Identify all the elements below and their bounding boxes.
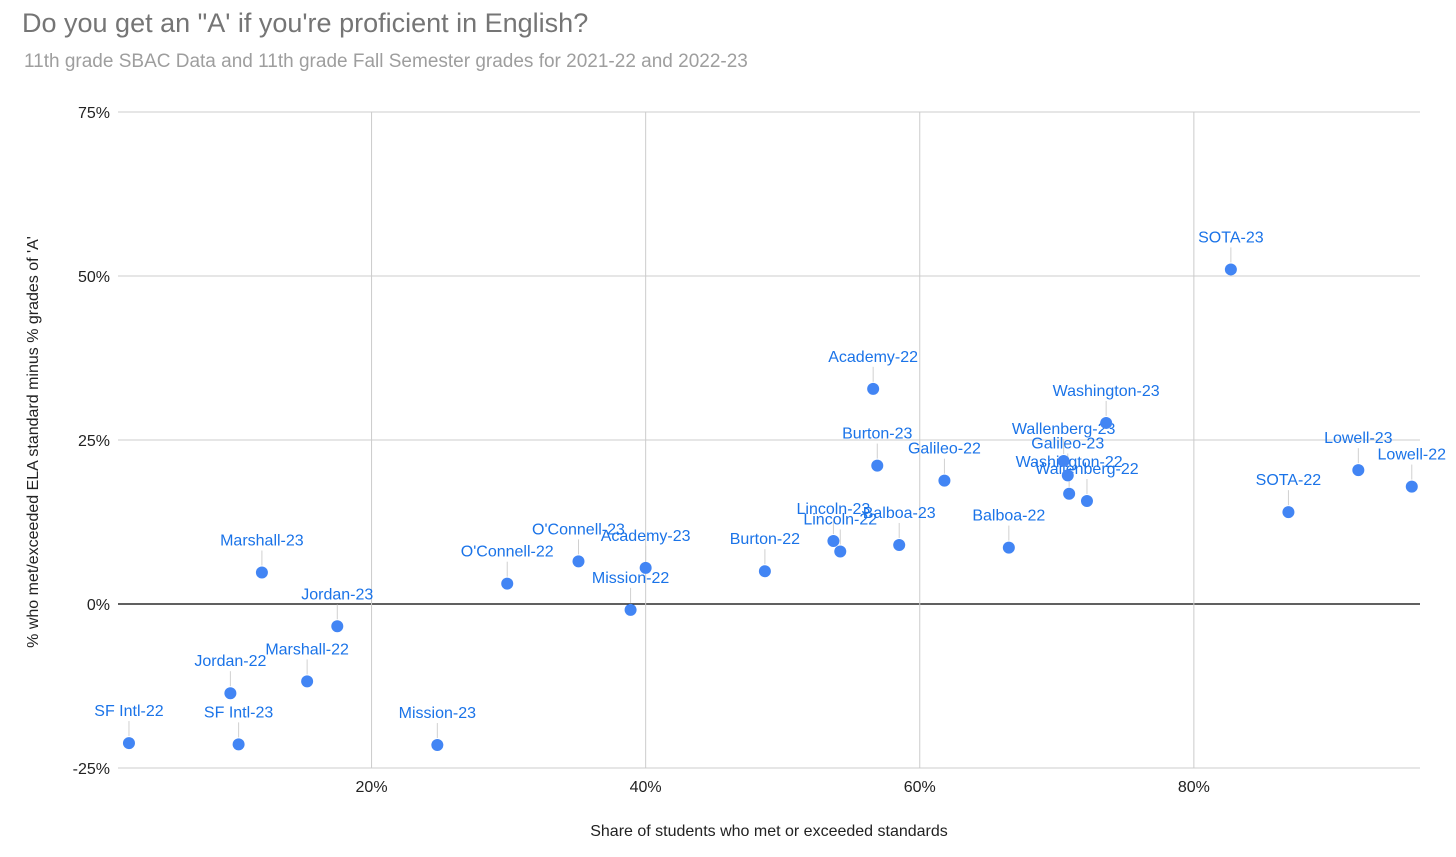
data-point bbox=[758, 565, 771, 578]
data-point bbox=[867, 382, 880, 395]
point-label: Burton-22 bbox=[730, 531, 800, 548]
data-point bbox=[1063, 487, 1076, 500]
point-label: Galileo-23 bbox=[1031, 435, 1104, 452]
gridlines bbox=[118, 111, 1420, 769]
point-label: Balboa-23 bbox=[863, 505, 936, 522]
point-label: Lincoln-22 bbox=[803, 512, 877, 529]
data-point bbox=[1061, 469, 1074, 482]
point-label: Academy-22 bbox=[828, 349, 918, 366]
chart-title: Do you get an "A' if you're proficient i… bbox=[22, 8, 589, 38]
data-point bbox=[938, 474, 951, 487]
point-label: Wallenberg-22 bbox=[1035, 461, 1139, 478]
y-tick-label: 0% bbox=[87, 597, 110, 614]
y-tick-label: 75% bbox=[78, 105, 110, 122]
data-point bbox=[639, 561, 652, 574]
point-label: SOTA-22 bbox=[1256, 472, 1322, 489]
data-point bbox=[331, 620, 344, 633]
axes: -25% 0% 25% 50% 75% 20% 40% 60% 80% bbox=[73, 105, 1210, 796]
point-label: Marshall-23 bbox=[220, 533, 304, 550]
point-label: Jordan-22 bbox=[194, 653, 266, 670]
point-label: Lincoln-23 bbox=[797, 501, 871, 518]
y-tick-label: -25% bbox=[73, 761, 110, 778]
point-label: O'Connell-23 bbox=[532, 521, 625, 538]
point-label: SF Intl-22 bbox=[94, 703, 163, 720]
data-point bbox=[1002, 541, 1015, 554]
data-point bbox=[624, 603, 637, 616]
data-point bbox=[1057, 454, 1070, 467]
point-label: Wallenberg-23 bbox=[1012, 421, 1116, 438]
point-label: SOTA-23 bbox=[1198, 229, 1264, 246]
data-points bbox=[122, 263, 1418, 752]
point-label: Jordan-23 bbox=[301, 586, 373, 603]
data-point bbox=[1282, 506, 1295, 519]
point-label: Burton-23 bbox=[842, 426, 912, 443]
y-tick-label: 25% bbox=[78, 433, 110, 450]
data-point bbox=[232, 738, 245, 751]
point-label: Balboa-22 bbox=[972, 508, 1045, 525]
point-label: Academy-23 bbox=[601, 528, 691, 545]
x-tick-label: 80% bbox=[1178, 779, 1210, 796]
data-point bbox=[834, 545, 847, 558]
data-point bbox=[431, 739, 444, 752]
x-tick-label: 40% bbox=[630, 779, 662, 796]
y-tick-label: 50% bbox=[78, 269, 110, 286]
point-label: Lowell-22 bbox=[1378, 447, 1447, 464]
chart-subtitle: 11th grade SBAC Data and 11th grade Fall… bbox=[24, 51, 748, 72]
point-label: Lowell-23 bbox=[1324, 430, 1393, 447]
data-point bbox=[255, 566, 268, 579]
data-point bbox=[1352, 464, 1365, 477]
y-axis-title: % who met/exceeded ELA standard minus % … bbox=[25, 236, 42, 648]
data-point bbox=[1405, 480, 1418, 493]
data-point bbox=[871, 459, 884, 472]
data-point bbox=[1080, 495, 1093, 508]
point-label: Mission-23 bbox=[399, 705, 476, 722]
data-point bbox=[827, 535, 840, 548]
data-point bbox=[301, 675, 314, 688]
point-label: Galileo-22 bbox=[908, 441, 981, 458]
x-tick-label: 60% bbox=[904, 779, 936, 796]
data-point bbox=[1100, 416, 1113, 429]
point-labels: SF Intl-22 SF Intl-23 Jordan-22Marshall-22… bbox=[94, 229, 1447, 739]
data-point bbox=[501, 577, 514, 590]
point-label: Washington-23 bbox=[1053, 383, 1160, 400]
data-point bbox=[1224, 263, 1237, 276]
data-point bbox=[224, 687, 237, 700]
data-point bbox=[572, 555, 585, 568]
x-axis-title: Share of students who met or exceeded st… bbox=[590, 823, 948, 840]
point-label: Marshall-22 bbox=[265, 641, 349, 658]
point-label: Mission-22 bbox=[592, 570, 669, 587]
data-point bbox=[893, 538, 906, 551]
data-point bbox=[122, 737, 135, 750]
point-label: SF Intl-23 bbox=[204, 704, 273, 721]
x-tick-label: 20% bbox=[356, 779, 388, 796]
point-label: O'Connell-22 bbox=[461, 544, 554, 561]
